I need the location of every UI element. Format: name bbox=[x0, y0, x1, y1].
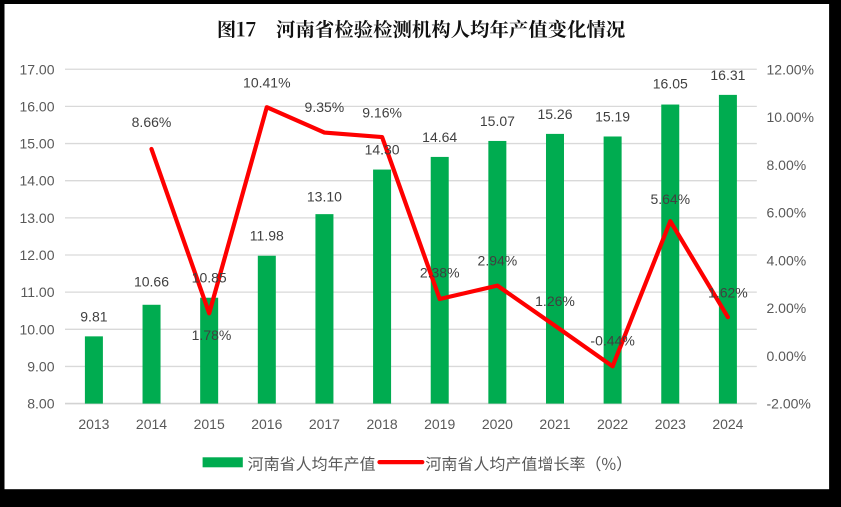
svg-text:10.85: 10.85 bbox=[192, 270, 227, 286]
svg-text:15.07: 15.07 bbox=[480, 113, 515, 129]
svg-text:2013: 2013 bbox=[78, 416, 109, 432]
svg-text:15.26: 15.26 bbox=[537, 106, 572, 122]
svg-text:1.78%: 1.78% bbox=[192, 327, 232, 343]
svg-text:2.38%: 2.38% bbox=[420, 265, 460, 281]
svg-text:16.00: 16.00 bbox=[19, 98, 54, 114]
svg-text:2014: 2014 bbox=[136, 416, 167, 432]
svg-text:13.00: 13.00 bbox=[19, 210, 54, 226]
svg-text:15.00: 15.00 bbox=[19, 136, 54, 152]
svg-text:2016: 2016 bbox=[251, 416, 282, 432]
svg-text:8.00%: 8.00% bbox=[767, 157, 807, 173]
svg-text:-2.00%: -2.00% bbox=[767, 396, 811, 412]
svg-text:10.66: 10.66 bbox=[134, 274, 169, 290]
svg-text:0.00%: 0.00% bbox=[767, 348, 807, 364]
svg-text:11.98: 11.98 bbox=[250, 228, 284, 244]
svg-text:16.05: 16.05 bbox=[653, 76, 688, 92]
svg-text:10.00: 10.00 bbox=[19, 321, 54, 337]
svg-text:2018: 2018 bbox=[367, 416, 398, 432]
svg-text:12.00: 12.00 bbox=[19, 247, 54, 263]
svg-text:1.62%: 1.62% bbox=[708, 285, 748, 301]
svg-text:16.31: 16.31 bbox=[710, 67, 745, 83]
svg-text:4.00%: 4.00% bbox=[767, 252, 807, 268]
svg-text:2021: 2021 bbox=[539, 416, 570, 432]
svg-text:2024: 2024 bbox=[712, 416, 743, 432]
svg-text:2017: 2017 bbox=[309, 416, 340, 432]
svg-text:5.64%: 5.64% bbox=[650, 191, 690, 207]
svg-text:2020: 2020 bbox=[482, 416, 513, 432]
svg-text:17.00: 17.00 bbox=[19, 61, 54, 77]
svg-text:14.30: 14.30 bbox=[365, 142, 400, 158]
svg-text:9.81: 9.81 bbox=[80, 308, 107, 324]
svg-text:9.16%: 9.16% bbox=[362, 105, 402, 121]
svg-text:12.00%: 12.00% bbox=[767, 61, 814, 77]
svg-text:11.00: 11.00 bbox=[21, 284, 55, 300]
svg-text:2.00%: 2.00% bbox=[767, 300, 807, 316]
svg-text:2023: 2023 bbox=[655, 416, 686, 432]
svg-text:9.35%: 9.35% bbox=[305, 99, 345, 115]
svg-text:2.94%: 2.94% bbox=[478, 253, 518, 269]
svg-text:1.26%: 1.26% bbox=[535, 293, 575, 309]
svg-text:10.00%: 10.00% bbox=[767, 109, 814, 125]
svg-text:8.00: 8.00 bbox=[27, 396, 54, 412]
svg-text:2015: 2015 bbox=[194, 416, 225, 432]
svg-text:8.66%: 8.66% bbox=[132, 114, 172, 130]
svg-text:2019: 2019 bbox=[424, 416, 455, 432]
svg-text:14.00: 14.00 bbox=[19, 173, 54, 189]
svg-text:-0.44%: -0.44% bbox=[590, 332, 634, 348]
svg-text:10.41%: 10.41% bbox=[243, 75, 290, 91]
svg-text:9.00: 9.00 bbox=[27, 359, 54, 375]
svg-text:15.19: 15.19 bbox=[595, 109, 630, 125]
svg-text:14.64: 14.64 bbox=[422, 129, 457, 145]
svg-text:6.00%: 6.00% bbox=[767, 205, 807, 221]
svg-text:2022: 2022 bbox=[597, 416, 628, 432]
svg-text:13.10: 13.10 bbox=[307, 188, 342, 204]
